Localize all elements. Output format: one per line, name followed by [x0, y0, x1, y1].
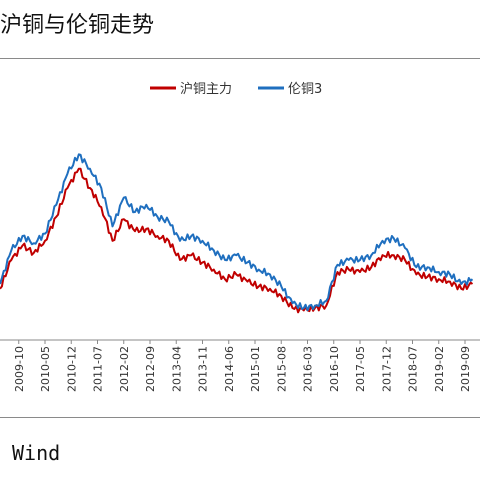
- x-tick-label: 2011-07: [92, 346, 105, 392]
- legend-label-shfe: 沪铜主力: [180, 81, 232, 97]
- x-tick-label: 2019-02: [433, 346, 446, 392]
- x-tick-label: 2014-06: [223, 346, 236, 392]
- x-tick-label: 2010-05: [39, 346, 52, 392]
- x-tick-label: 2009-10: [13, 346, 26, 392]
- x-tick-label: 2010-12: [65, 346, 78, 392]
- x-tick-label: 2017-12: [380, 346, 393, 392]
- source-label: Wind: [12, 441, 61, 465]
- legend-label-lme: 伦铜3: [288, 82, 322, 97]
- x-tick-label: 2016-10: [328, 346, 341, 392]
- x-tick-label: 2015-01: [249, 346, 262, 392]
- page-title: 沪铜与伦铜走势: [0, 13, 155, 38]
- x-tick-label: 2015-08: [275, 346, 288, 392]
- series-line-lme: [0, 153, 474, 312]
- chart-frame: [0, 58, 480, 418]
- x-tick-label: 2016-03: [302, 346, 315, 392]
- x-tick-label: 2017-05: [354, 346, 367, 392]
- x-tick-label: 2012-02: [118, 346, 131, 392]
- x-tick-label: 2019-09: [459, 346, 472, 392]
- x-tick-label: 2013-11: [197, 346, 210, 392]
- x-tick-label: 2018-07: [407, 346, 420, 392]
- x-tick-label: 2012-09: [144, 346, 157, 392]
- series-line-shfe: [0, 167, 474, 314]
- x-tick-label: 2013-04: [170, 346, 183, 392]
